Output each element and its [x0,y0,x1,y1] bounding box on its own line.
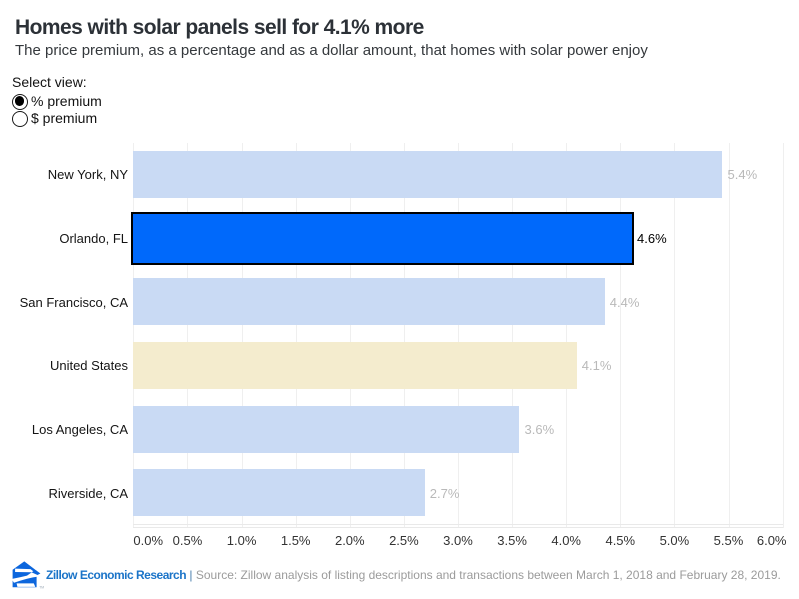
svg-text:TM: TM [39,585,44,589]
